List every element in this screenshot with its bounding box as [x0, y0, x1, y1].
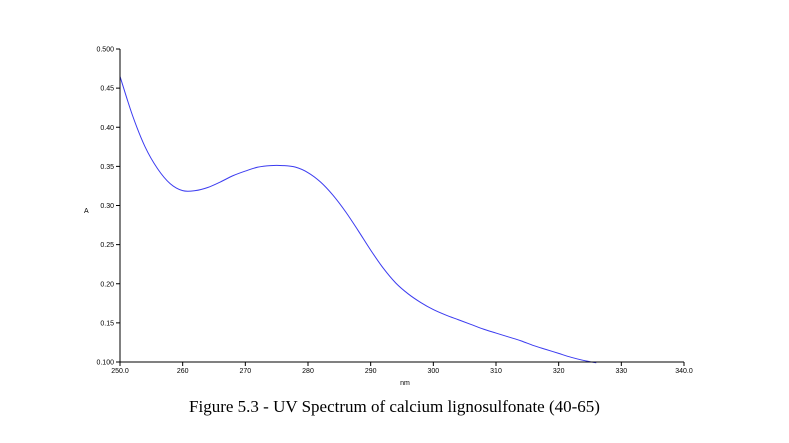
x-tick-label: 310	[490, 368, 502, 375]
x-tick-label: 320	[553, 368, 565, 375]
y-tick-label: 0.35	[100, 164, 114, 171]
y-tick-label: 0.45	[100, 86, 114, 93]
absorbance-series-line	[119, 76, 597, 364]
x-tick-label: 250.0	[111, 368, 129, 375]
y-tick-label: 0.500	[96, 47, 114, 54]
y-ticks: 0.100 0.15 0.20 0.25 0.30 0.35 0.40 0.45 0.500	[96, 47, 120, 367]
x-tick-label: 330	[615, 368, 627, 375]
figure-caption: Figure 5.3 - UV Spectrum of calcium lign…	[189, 397, 600, 416]
x-tick-label: 270	[239, 368, 251, 375]
x-ticks: 250.0 260 270 280 290 300 310 320 330 340.0	[111, 362, 693, 375]
x-tick-label: 290	[365, 368, 377, 375]
y-tick-label: 0.20	[100, 281, 114, 288]
y-tick-label: 0.15	[100, 320, 114, 327]
y-tick-label: 0.30	[100, 203, 114, 210]
x-axis-label: nm	[400, 380, 410, 387]
x-tick-label: 300	[427, 368, 439, 375]
x-tick-label: 280	[302, 368, 314, 375]
x-tick-label: 260	[177, 368, 189, 375]
x-tick-label: 340.0	[675, 368, 693, 375]
plot-area	[119, 76, 597, 364]
y-tick-label: 0.100	[96, 360, 114, 367]
uv-spectrum-chart: 0.100 0.15 0.20 0.25 0.30 0.35 0.40 0.45 0.500 2…	[84, 47, 693, 388]
y-tick-label: 0.25	[100, 242, 114, 249]
y-axis-label: A	[84, 208, 89, 215]
y-tick-label: 0.40	[100, 125, 114, 132]
